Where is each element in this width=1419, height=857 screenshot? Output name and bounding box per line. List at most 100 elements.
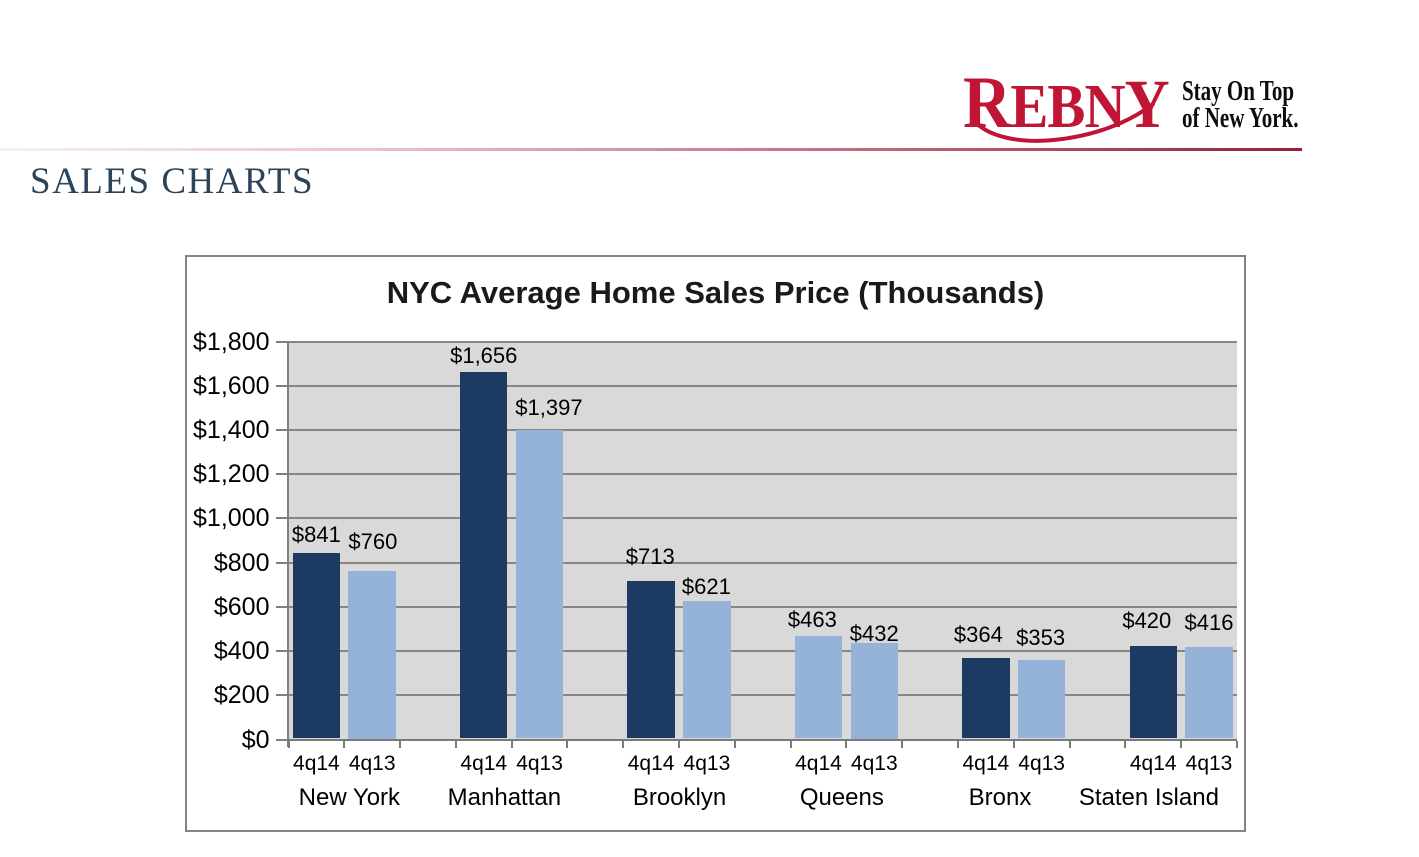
y-axis-label: $1,800 [193,327,270,356]
y-axis-label: $1,400 [193,416,270,445]
data-label: $416 [1184,609,1234,635]
gridline [288,694,1237,697]
y-axis-label: $1,200 [193,460,270,489]
rebny-logo: REBNY [963,66,1170,144]
x-axis-tick [622,740,625,748]
logo-tagline: Stay On Top of New York. [1182,76,1347,134]
bar-queens-4q14 [794,636,843,739]
x-axis-tick [956,740,959,748]
category-label: Queens [799,783,884,811]
bar-bronx-4q13 [1017,660,1066,739]
gridline [288,384,1237,387]
x-axis-tick [1124,740,1127,748]
category-label: Manhattan [447,783,562,811]
data-label: $432 [849,621,899,647]
data-label: $463 [787,606,837,632]
bar-bronx-4q14 [962,658,1010,739]
x-axis-tick [789,740,792,748]
category-label: Staten Island [1078,783,1219,811]
bar-brooklyn-4q13 [683,601,731,739]
x-axis-label: 4q13 [1018,751,1065,775]
x-axis-label: 4q13 [348,751,396,775]
x-axis-label: 4q13 [1185,751,1233,775]
logo-text: REBNY [963,66,1169,144]
data-label: $353 [1016,624,1066,650]
y-axis-tick [276,340,289,343]
y-axis-label: $400 [213,637,270,666]
x-axis-tick [454,740,457,748]
x-axis-tick [399,740,402,748]
x-axis-label: 4q14 [460,751,508,775]
header-rule [0,148,1302,151]
x-axis-label: 4q14 [795,751,842,775]
x-axis-line [286,738,1237,741]
y-axis-tick [276,650,289,653]
y-axis-tick [276,384,289,387]
data-label: $1,656 [450,343,518,369]
y-axis-tick [276,605,289,608]
y-axis-label: $600 [213,592,270,621]
page-title: SALES CHARTS [30,161,315,202]
tagline-line2: of New York. [1182,103,1299,134]
bar-manhattan-4q14 [460,372,508,739]
bar-staten-island-4q13 [1185,646,1233,739]
data-label: $760 [348,528,398,554]
data-label: $364 [953,621,1003,647]
gridline [288,561,1237,564]
gridline [288,340,1237,343]
x-axis-label: 4q14 [1129,751,1177,775]
y-axis-tick [276,473,289,476]
x-axis-label: 4q14 [627,751,675,775]
x-axis-tick [566,740,569,748]
x-axis-tick [901,740,904,748]
y-axis-tick [276,517,289,520]
category-label: Brooklyn [632,783,727,811]
x-axis-tick [733,740,736,748]
x-axis-label: 4q13 [683,751,731,775]
chart-area: NYC Average Home Sales Price (Thousands)… [185,255,1246,832]
gridline [288,429,1237,432]
x-axis-tick [343,740,346,748]
x-axis-label: 4q13 [850,751,898,775]
y-axis-label: $800 [213,548,270,577]
x-axis-tick [510,740,513,748]
data-label: $713 [625,543,675,569]
x-axis-tick [1235,740,1238,748]
gridline [288,605,1237,608]
y-axis-label: $1,000 [193,504,270,533]
data-label: $841 [291,522,341,548]
tagline-line1: Stay On Top [1182,76,1295,107]
y-axis-label: $0 [241,725,270,754]
y-axis-line [286,340,289,748]
y-axis-tick [276,561,289,564]
y-axis-tick [276,694,289,697]
x-axis-tick [1068,740,1071,748]
data-label: $420 [1122,608,1172,634]
bar-manhattan-4q13 [515,429,564,739]
x-axis-tick [287,740,290,748]
category-label: Bronx [968,783,1032,811]
bar-queens-4q13 [850,643,898,739]
gridline [288,517,1237,520]
y-axis-label: $200 [213,681,270,710]
bar-new-york-4q14 [292,552,341,739]
y-axis-tick [276,429,289,432]
gridline [288,473,1237,476]
data-label: $621 [681,573,731,599]
data-label: $1,397 [515,394,583,420]
x-axis-label: 4q14 [962,751,1010,775]
category-label: New York [298,783,401,811]
bar-new-york-4q13 [348,570,396,739]
y-axis-label: $1,600 [193,371,270,400]
chart-title: NYC Average Home Sales Price (Thousands) [386,275,1045,310]
x-axis-label: 4q13 [516,751,563,775]
gridline [288,650,1237,653]
x-axis-tick [678,740,681,748]
x-axis-label: 4q14 [293,751,340,775]
bar-brooklyn-4q14 [627,580,675,739]
plot-background [288,340,1237,741]
logo-swash-stroke [974,102,1155,143]
bar-staten-island-4q14 [1129,645,1177,739]
y-axis-tick [276,738,289,741]
x-axis-tick [1012,740,1015,748]
